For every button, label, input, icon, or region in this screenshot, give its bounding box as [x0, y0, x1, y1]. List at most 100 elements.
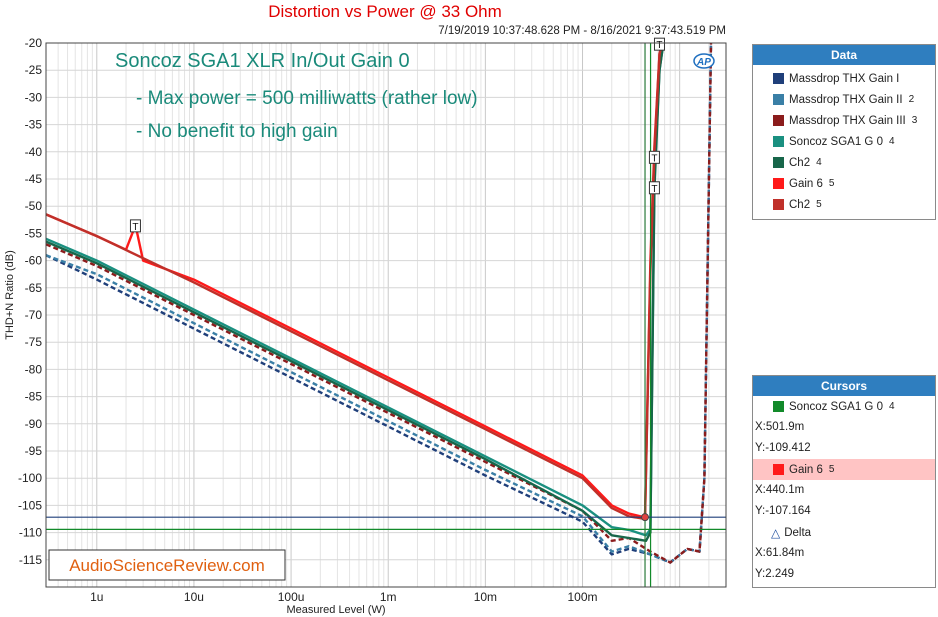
legend-suffix: 5: [816, 199, 822, 210]
cursor-2-marker: [641, 513, 650, 522]
delta-name: Delta: [784, 526, 812, 539]
cursors-header: Cursors: [753, 376, 935, 396]
legend-swatch: [773, 178, 784, 189]
y-axis-label: THD+N Ratio (dB): [4, 250, 16, 340]
series-line[interactable]: [45, 42, 713, 564]
cursor-1-swatch: [773, 401, 784, 412]
legend-item[interactable]: Soncoz SGA1 G 0 4: [753, 131, 935, 152]
cursor-1-x: X:501.9m: [755, 421, 805, 433]
legend-label: Ch2: [789, 156, 811, 169]
delta-row[interactable]: △ Delta: [753, 522, 935, 543]
cursor-t-label: T: [132, 222, 138, 233]
y-tick-label: -25: [25, 63, 43, 77]
y-tick-label: -75: [25, 335, 43, 349]
legend-item[interactable]: Massdrop THX Gain III 3: [753, 110, 935, 131]
delta-triangle-icon: △: [771, 525, 781, 540]
legend-label: Ch2: [789, 198, 811, 211]
legend-suffix: 4: [816, 157, 822, 168]
series-line[interactable]: [45, 42, 665, 542]
x-tick-label: 1m: [380, 590, 397, 604]
y-tick-label: -95: [25, 444, 43, 458]
legend-suffix: 2: [908, 94, 915, 105]
cursor-1-row[interactable]: Soncoz SGA1 G 0 4: [753, 396, 935, 417]
y-tick-label: -80: [25, 362, 43, 376]
y-tick-label: -65: [25, 281, 43, 295]
legend-item[interactable]: Ch2 4: [753, 152, 935, 173]
x-tick-label: 1u: [90, 590, 103, 604]
annotation-text: Soncoz SGA1 XLR In/Out Gain 0: [115, 50, 410, 72]
chart-title: Distortion vs Power @ 33 Ohm: [268, 2, 502, 21]
legend-item[interactable]: Massdrop THX Gain I: [753, 68, 935, 89]
cursor-t-marker: [648, 150, 660, 164]
cursor-t-label: T: [651, 184, 657, 195]
cursor-2-y: Y:-107.164: [755, 505, 811, 517]
legend-label: Massdrop THX Gain III: [789, 114, 906, 127]
cursor-2-row[interactable]: Gain 6 5: [753, 459, 935, 480]
ap-logo-icon: [693, 53, 715, 69]
cursor-t-marker: [129, 219, 141, 233]
x-tick-label: 100u: [278, 590, 305, 604]
legend-suffix: 5: [828, 178, 835, 189]
cursor-t-marker: [653, 37, 665, 51]
legend-item[interactable]: Massdrop THX Gain II 2: [753, 89, 935, 110]
watermark-box: [48, 549, 286, 581]
legend-label: Soncoz SGA1 G 0: [789, 135, 883, 148]
cursor-1-name: Soncoz SGA1 G 0: [789, 400, 883, 413]
annotation-text: - Max power = 500 milliwatts (rather low…: [136, 88, 478, 109]
legend-label: Gain 6: [789, 177, 823, 190]
series-line[interactable]: [45, 42, 664, 521]
cursors-panel: Cursors Soncoz SGA1 G 0 4 X:501.9m Y:-10…: [752, 375, 936, 588]
y-tick-label: -90: [25, 417, 43, 431]
series-line[interactable]: [45, 42, 713, 564]
legend-label: Massdrop THX Gain I: [789, 72, 900, 85]
y-tick-label: -45: [25, 172, 43, 186]
cursor-2-x: X:440.1m: [755, 484, 805, 496]
series-line[interactable]: [45, 42, 713, 564]
legend-panel: Data Massdrop THX Gain I Massdrop THX Gai…: [752, 44, 936, 220]
y-tick-label: -100: [18, 471, 42, 485]
x-axis-label: Measured Level (W): [286, 604, 385, 616]
legend-item[interactable]: Ch2 5: [753, 194, 935, 215]
legend-suffix: 3: [911, 115, 918, 126]
x-tick-label: 10u: [184, 590, 204, 604]
legend-swatch: [773, 94, 784, 105]
cursor-2-swatch: [773, 464, 784, 475]
delta-x: X:61.84m: [755, 547, 805, 559]
cursor-2-suffix: 5: [828, 464, 835, 475]
legend-swatch: [773, 199, 784, 210]
x-tick-label: 10m: [474, 590, 497, 604]
y-tick-label: -70: [25, 308, 43, 322]
annotation-text: - No benefit to high gain: [136, 121, 338, 142]
y-tick-label: -30: [25, 90, 43, 104]
watermark-text: AudioScienceReview.com: [69, 556, 265, 575]
cursor-1-suffix: 4: [888, 401, 895, 412]
y-tick-label: -115: [19, 553, 42, 567]
y-tick-label: -55: [25, 226, 43, 240]
y-tick-label: -60: [25, 254, 43, 268]
y-tick-label: -110: [19, 526, 42, 540]
cursor-t-marker: [648, 181, 660, 195]
plot-frame: [45, 42, 727, 588]
cursor-1-y: Y:-109.412: [755, 442, 811, 454]
legend-swatch: [773, 136, 784, 147]
delta-y: Y:2.249: [755, 568, 795, 580]
y-tick-label: -35: [25, 118, 43, 132]
legend-suffix: 4: [888, 136, 895, 147]
legend-swatch: [773, 73, 784, 84]
legend-label: Massdrop THX Gain II: [789, 93, 903, 106]
x-tick-label: 100m: [567, 590, 597, 604]
legend-swatch: [773, 115, 784, 126]
cursor-t-label: T: [656, 40, 662, 51]
y-tick-label: -50: [25, 199, 43, 213]
y-tick-label: -40: [25, 145, 43, 159]
ap-logo-text: AP: [696, 57, 711, 68]
cursor-t-label: T: [651, 153, 657, 164]
chart-subtitle: 7/19/2019 10:37:48.628 PM - 8/16/2021 9:…: [438, 25, 726, 37]
y-tick-label: -105: [18, 498, 42, 512]
legend-header: Data: [753, 45, 935, 65]
legend-swatch: [773, 157, 784, 168]
cursor-2-name: Gain 6: [789, 463, 823, 476]
y-tick-label: -20: [25, 36, 43, 50]
legend-item[interactable]: Gain 6 5: [753, 173, 935, 194]
